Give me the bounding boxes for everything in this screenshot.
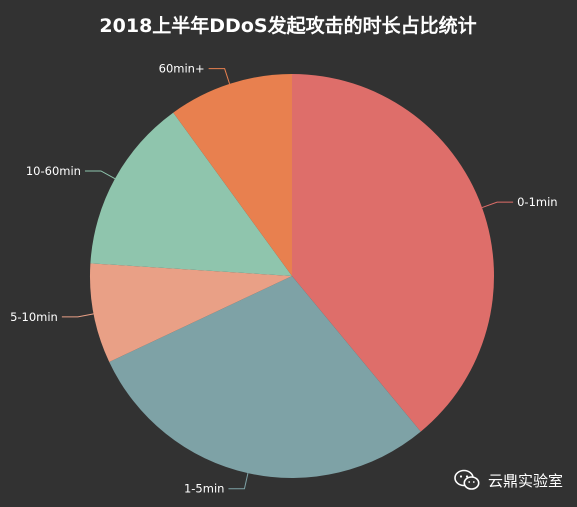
wechat-icon <box>454 469 480 490</box>
watermark-text: 云鼎实验室 <box>487 471 563 490</box>
pie-leader-60min+ <box>208 68 231 85</box>
pie-label-60min+: 60min+ <box>159 62 205 76</box>
pie-leader-0-1min <box>481 201 514 209</box>
pie-slice-5-10min <box>89 263 292 363</box>
pie-slice-10-60min <box>90 112 293 276</box>
pie-label-0-1min: 0-1min <box>517 195 557 209</box>
pie-slice-0-1min <box>292 74 494 432</box>
pie-leader-1-5min <box>228 473 249 490</box>
pie-slice-60min+ <box>173 74 292 276</box>
watermark: 云鼎实验室 <box>454 469 563 491</box>
pie-labels: 0-1min 1-5min 5-10min 10-60min 60min+ <box>10 62 558 496</box>
pie-leader-lines <box>61 68 514 490</box>
chart-title: 2018上半年DDoS发起攻击的时长占比统计 <box>99 14 476 37</box>
pie-label-5-10min: 5-10min <box>10 310 58 324</box>
pie-slice-1-5min <box>109 276 421 478</box>
pie-slices <box>89 74 494 478</box>
pie-label-1-5min: 1-5min <box>184 482 224 496</box>
pie-leader-5-10min <box>61 313 94 318</box>
pie-leader-10-60min <box>84 170 116 180</box>
pie-label-10-60min: 10-60min <box>26 164 81 178</box>
